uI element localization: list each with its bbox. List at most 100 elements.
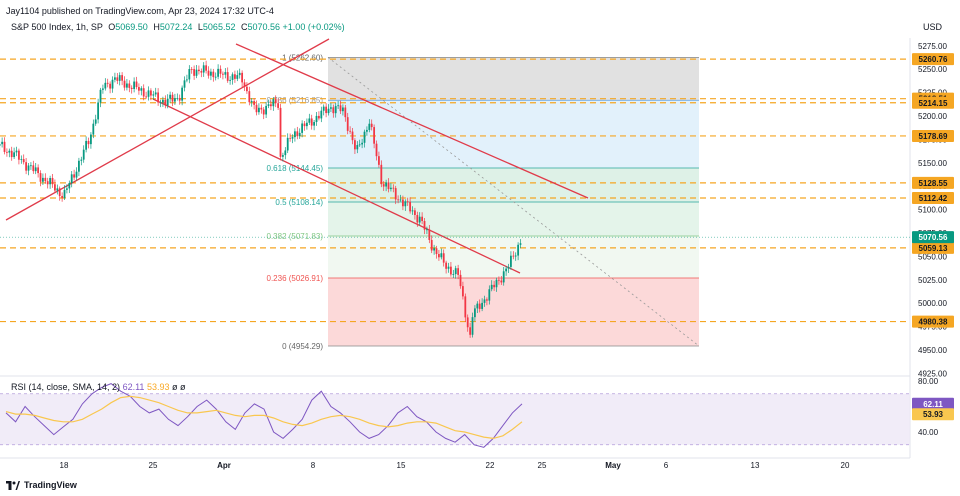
fib-label-5: 0.236 (5026.91): [267, 274, 324, 283]
x-tick-label: 25: [538, 461, 547, 470]
candle-body: [450, 266, 452, 275]
fib-zone-2: [328, 167, 699, 202]
candle-body: [454, 268, 457, 275]
candle-body: [265, 105, 268, 115]
candle-body: [246, 86, 248, 92]
candle-body: [171, 94, 174, 102]
symbol-legend: S&P 500 Index, 1h, SP O5069.50 H5072.24 …: [11, 22, 345, 32]
candle-body: [459, 274, 462, 287]
x-tick-label: 22: [486, 461, 495, 470]
candle-body: [150, 90, 152, 96]
high-value: 5072.24: [159, 22, 193, 32]
candle-body: [87, 140, 90, 145]
rsi-value: 62.11: [122, 382, 145, 392]
fib-label-2: 0.618 (5144.45): [267, 164, 324, 173]
candle-body: [202, 65, 205, 73]
fib-trend-dotted-line: [327, 57, 700, 347]
candle-body: [354, 140, 356, 150]
rsi-legend: RSI (14, close, SMA, 14, 2) 62.11 53.93 …: [11, 382, 185, 392]
candle-body: [368, 123, 371, 130]
candle-body: [392, 187, 395, 189]
candle-body: [44, 177, 47, 182]
candle-body: [428, 229, 431, 240]
candle-body: [241, 72, 244, 83]
candle-body: [238, 72, 241, 76]
candle-body: [121, 75, 124, 81]
candle-body: [306, 122, 308, 127]
rsi-icons[interactable]: ø ø: [171, 382, 186, 392]
rsi-sma-tag-label: 53.93: [923, 410, 944, 419]
candle-body: [118, 75, 121, 81]
candle-body: [70, 174, 73, 184]
y-tick-label: 5250.00: [918, 65, 947, 74]
candle-body: [438, 254, 440, 258]
candle-body: [248, 91, 251, 103]
candle-body: [469, 327, 472, 335]
candle-body: [85, 140, 88, 150]
candle-body: [478, 303, 481, 309]
candle-body: [308, 118, 311, 123]
x-tick-label: Apr: [217, 461, 231, 470]
candle-body: [282, 155, 284, 157]
candle-body: [409, 201, 412, 212]
candle-body: [512, 255, 515, 257]
candle-body: [445, 262, 448, 269]
publisher-line: Jay1104 published on TradingView.com, Ap…: [6, 6, 274, 16]
candle-body: [188, 69, 191, 80]
candle-body: [344, 107, 347, 118]
candle-body: [135, 81, 138, 88]
candle-body: [505, 268, 508, 272]
rsi-y-tick-label: 80.00: [918, 377, 939, 386]
x-tick-label: 25: [149, 461, 158, 470]
candle-body: [178, 98, 181, 101]
candle-body: [498, 279, 500, 281]
candle-body: [289, 137, 292, 139]
candle-body: [502, 271, 505, 283]
candle-body: [186, 79, 188, 81]
candle-body: [217, 68, 220, 77]
y-tick-label: 4925.00: [918, 369, 947, 378]
candle-body: [325, 106, 328, 114]
candle-body: [106, 82, 109, 84]
candle-body: [128, 83, 131, 88]
candle-body: [495, 279, 498, 288]
y-tick-label: 5000.00: [918, 299, 947, 308]
candle-body: [510, 255, 512, 267]
candle-body: [145, 96, 148, 98]
level-tag-label: 5128.55: [919, 179, 948, 188]
candle-body: [267, 104, 270, 106]
candle-body: [97, 102, 100, 120]
candle-body: [154, 92, 157, 95]
candle-body: [10, 150, 13, 158]
candle-body: [342, 107, 344, 112]
candle-body: [404, 201, 407, 207]
candle-body: [224, 72, 227, 75]
candle-body: [200, 71, 203, 73]
y-tick-label: 5025.00: [918, 276, 947, 285]
candle-body: [466, 317, 469, 328]
y-tick-label: 5100.00: [918, 206, 947, 215]
candle-body: [433, 248, 436, 251]
x-tick-label: 18: [60, 461, 69, 470]
candle-body: [222, 73, 224, 75]
footer-brand[interactable]: TradingView: [6, 480, 77, 490]
candle-body: [303, 123, 306, 127]
candle-body: [476, 303, 479, 309]
candle-body: [25, 162, 28, 171]
candle-body: [99, 89, 102, 103]
x-tick-label: May: [605, 461, 621, 470]
candle-body: [318, 115, 320, 119]
candle-body: [514, 255, 517, 257]
candle-body: [399, 199, 402, 201]
candle-body: [193, 69, 196, 76]
candle-body: [54, 184, 56, 191]
candle-body: [366, 129, 368, 132]
candle-body: [42, 177, 44, 182]
level-tag: [912, 96, 954, 109]
candle-body: [166, 98, 169, 106]
level-tag-label: 5260.76: [919, 55, 948, 64]
candle-body: [0, 144, 1, 146]
candle-body: [66, 188, 68, 190]
candle-body: [426, 229, 428, 231]
